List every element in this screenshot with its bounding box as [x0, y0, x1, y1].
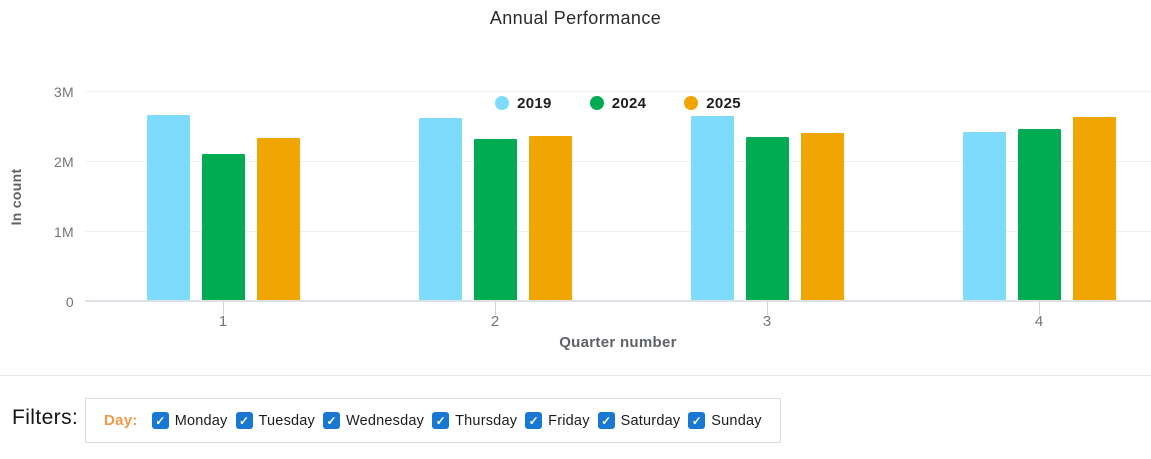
- bar-2025-q1: [256, 138, 300, 300]
- day-filter-options: ✓ Monday ✓ Tuesday ✓ Wednesday ✓ Thursday ✓ Frida…: [151, 412, 762, 429]
- plot-area: [85, 91, 1151, 302]
- checked-checkbox-icon[interactable]: ✓: [688, 412, 706, 429]
- gridline-3m: [85, 91, 1151, 92]
- bar-2024-q2: [473, 139, 517, 300]
- bar-2019-q2: [418, 118, 462, 300]
- day-checkbox-saturday[interactable]: ✓ Saturday: [597, 412, 681, 429]
- day-checkbox-monday[interactable]: ✓ Monday: [151, 412, 228, 429]
- bar-2024-q4: [1017, 129, 1061, 300]
- bar-2019-q4: [962, 132, 1006, 300]
- legend-label: 2025: [706, 94, 741, 112]
- day-checkbox-label: Monday: [174, 412, 228, 429]
- gridline-2m: [85, 161, 1151, 162]
- legend-swatch-icon: [684, 96, 699, 110]
- x-tick-mark: [223, 302, 224, 315]
- bar-2019-q1: [146, 115, 190, 300]
- legend-item-2025[interactable]: 2025: [680, 94, 745, 112]
- section-divider: [0, 375, 1151, 376]
- day-checkbox-label: Wednesday: [346, 412, 425, 429]
- checked-checkbox-icon[interactable]: ✓: [432, 412, 450, 429]
- x-axis-line: [85, 300, 1151, 302]
- filters-label: Filters:: [12, 406, 79, 429]
- bar-2024-q1: [201, 153, 245, 300]
- day-checkbox-thursday[interactable]: ✓ Thursday: [432, 412, 517, 429]
- legend-swatch-icon: [495, 96, 510, 110]
- x-tick-mark: [495, 302, 496, 315]
- legend-swatch-icon: [589, 96, 604, 110]
- x-tick-mark: [1039, 302, 1040, 315]
- day-checkbox-sunday[interactable]: ✓ Sunday: [688, 412, 761, 429]
- gridline-1m: [85, 231, 1151, 232]
- y-tick-label: 1M: [53, 224, 74, 240]
- bar-2025-q2: [528, 136, 572, 300]
- checked-checkbox-icon[interactable]: ✓: [525, 412, 543, 429]
- day-checkbox-label: Saturday: [620, 412, 681, 429]
- x-tick-label: 4: [1034, 313, 1044, 330]
- x-tick-label: 3: [762, 313, 772, 330]
- checked-checkbox-icon[interactable]: ✓: [323, 412, 340, 429]
- bar-2025-q3: [800, 132, 844, 300]
- day-checkbox-label: Thursday: [455, 412, 518, 429]
- legend-label: 2024: [611, 94, 647, 112]
- legend-item-2024[interactable]: 2024: [585, 94, 651, 112]
- day-checkbox-tuesday[interactable]: ✓ Tuesday: [235, 412, 315, 429]
- day-filter-box: Day: ✓ Monday ✓ Tuesday ✓ Wednesday ✓ Thursday ✓…: [85, 398, 781, 443]
- y-tick-label: 2M: [53, 154, 74, 170]
- bar-2025-q4: [1072, 117, 1116, 300]
- legend-label: 2019: [517, 94, 552, 112]
- checked-checkbox-icon[interactable]: ✓: [151, 412, 169, 429]
- checked-checkbox-icon[interactable]: ✓: [597, 412, 615, 429]
- day-checkbox-wednesday[interactable]: ✓ Wednesday: [323, 412, 424, 429]
- x-axis-title: Quarter number: [559, 334, 677, 351]
- bar-2024-q3: [745, 136, 789, 300]
- x-tick-mark: [767, 302, 768, 315]
- day-checkbox-label: Tuesday: [258, 412, 315, 429]
- day-checkbox-label: Sunday: [711, 412, 762, 429]
- x-tick-label: 2: [490, 313, 500, 330]
- legend-item-2019[interactable]: 2019: [491, 94, 556, 112]
- y-axis-ticks: 0 1M 2M 3M: [0, 84, 74, 310]
- checked-checkbox-icon[interactable]: ✓: [235, 412, 253, 429]
- chart-legend: 2019 2024 2025: [85, 94, 1151, 112]
- y-tick-label: 3M: [53, 84, 74, 100]
- chart-title: Annual Performance: [489, 8, 662, 28]
- x-tick-label: 1: [218, 313, 228, 330]
- y-tick-label: 0: [65, 294, 74, 310]
- bar-2019-q3: [690, 115, 734, 300]
- x-axis-ticks: 1 2 3 4: [85, 302, 1151, 338]
- day-checkbox-label: Friday: [548, 412, 590, 429]
- day-filter-group-label: Day:: [104, 412, 138, 429]
- day-checkbox-friday[interactable]: ✓ Friday: [525, 412, 590, 429]
